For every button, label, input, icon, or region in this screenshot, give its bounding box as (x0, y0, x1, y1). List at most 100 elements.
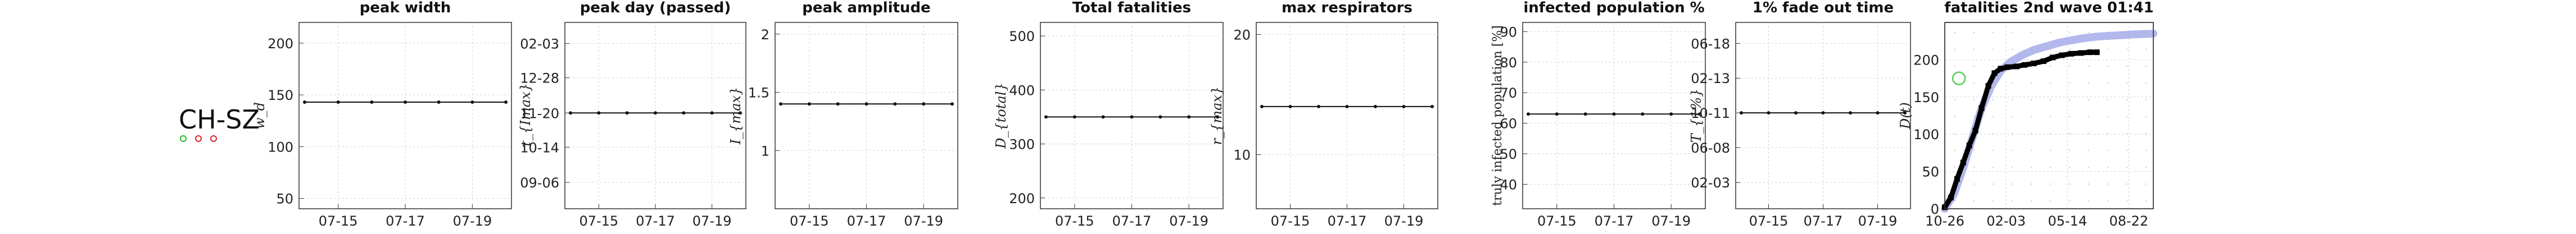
background-dot (2088, 183, 2090, 185)
background-dot (2030, 183, 2032, 185)
data-point (370, 100, 374, 104)
chart-title: peak amplitude (802, 0, 930, 16)
x-tick-label: 07-17 (847, 213, 886, 229)
background-dot (2030, 82, 2032, 84)
chart-2: peak day (passed) τ_{Imax} 09-06 10-14 11-20… (518, 0, 746, 229)
background-dot (2145, 116, 2147, 118)
background-dot (2011, 183, 2013, 185)
background-dot (1973, 183, 1975, 185)
background-dot (2049, 166, 2052, 168)
y-tick-label: 02-13 (1691, 71, 1730, 86)
background-dot (2068, 65, 2071, 67)
background-dot (2068, 166, 2071, 168)
data-point (2004, 64, 2011, 70)
x-tick-label: 07-17 (386, 213, 425, 229)
y-tick-label: 400 (1009, 82, 1035, 98)
axis-ylabel: truly infected population [%] (1491, 25, 1505, 206)
background-dot (2049, 99, 2052, 101)
data-point (437, 100, 441, 104)
y-tick-label: 100 (1913, 127, 1939, 143)
background-dot (1992, 200, 1994, 202)
x-tick-label: 07-17 (1328, 213, 1367, 229)
background-dot (2126, 99, 2128, 101)
y-tick-label: 10 (1233, 148, 1251, 163)
data-point (922, 102, 926, 106)
background-dot (1992, 183, 1994, 185)
y-tick-label: 50 (276, 191, 293, 207)
plot-frame (1735, 22, 1911, 209)
chart-title: fatalities 2nd wave 01:41 (1944, 0, 2153, 16)
x-tick-label: 07-19 (904, 213, 943, 229)
data-point (1527, 112, 1530, 116)
data-point (1288, 104, 1292, 108)
background-dot (2068, 149, 2071, 152)
background-dot (2145, 82, 2147, 84)
plot-frame (564, 22, 746, 209)
data-point (2087, 49, 2093, 56)
y-tick-label: 06-18 (1691, 36, 1730, 52)
data-point (654, 111, 657, 115)
data-point (1794, 111, 1798, 115)
y-tick-label: 10-14 (520, 140, 559, 155)
x-tick-label: 08-22 (2109, 213, 2148, 229)
background-dot (2088, 99, 2090, 101)
background-dot (2145, 166, 2147, 168)
chart-title: 1% fade out time (1753, 0, 1894, 16)
background-dot (2030, 200, 2032, 202)
data-point (1849, 111, 1852, 115)
y-tick-label: 0 (1931, 201, 1939, 217)
chart-title: Total fatalities (1072, 0, 1191, 16)
background-dot (2011, 82, 2013, 84)
data-point (470, 100, 474, 104)
data-point (1216, 115, 1219, 119)
x-tick-label: 07-17 (1595, 213, 1634, 229)
background-dot (2107, 65, 2109, 67)
background-dot (2107, 200, 2109, 202)
background-dot (1973, 99, 1975, 101)
background-dot (1973, 31, 1975, 34)
x-tick-label: 07-15 (1055, 213, 1094, 229)
background-dot (2011, 116, 2013, 118)
background-dot (1992, 166, 1994, 168)
data-point (1985, 82, 1991, 89)
background-dot (2088, 132, 2090, 135)
y-tick-label: 80 (1500, 55, 1517, 71)
x-tick-label: 10-26 (1925, 213, 1964, 229)
plot-frame (775, 22, 958, 209)
background-dot (1954, 166, 1956, 168)
y-tick-label: 70 (1500, 85, 1517, 101)
background-dot (1992, 48, 1994, 51)
background-dot (1973, 65, 1975, 67)
data-point (1998, 66, 2004, 72)
data-point (404, 100, 407, 104)
axis-ylabel: T_{1%} (1688, 89, 1704, 143)
x-tick-label: 07-15 (790, 213, 829, 229)
background-dot (2107, 149, 2109, 152)
data-point (2050, 54, 2056, 61)
background-dot (2068, 48, 2071, 51)
chart-title: max respirators (1282, 0, 1413, 16)
x-tick-label: 07-19 (1858, 213, 1898, 229)
data-point (1948, 195, 1954, 201)
y-tick-label: 40 (1500, 177, 1517, 192)
y-tick-label: 300 (1009, 137, 1035, 153)
chart-title: peak day (passed) (580, 0, 731, 16)
background-dot (2145, 99, 2147, 101)
background-dot (1973, 82, 1975, 84)
y-tick-label: 500 (1009, 29, 1035, 44)
background-dot (2068, 31, 2071, 34)
chart-3: peak amplitude I_{max} 1 1.5 2 07-15 07-17 07-1… (728, 0, 958, 229)
background-dot (2068, 132, 2071, 135)
data-point (2078, 50, 2084, 56)
axis-ylabel: τ_{Imax} (518, 83, 533, 148)
data-point (597, 111, 601, 115)
background-dot (2126, 82, 2128, 84)
data-point (864, 102, 868, 106)
background-dot (2049, 65, 2052, 67)
background-dot (1992, 116, 1994, 118)
data-point (1158, 115, 1162, 119)
axis-ylabel: w_d (252, 102, 268, 129)
data-point (504, 100, 508, 104)
y-tick-label: 150 (268, 88, 293, 103)
